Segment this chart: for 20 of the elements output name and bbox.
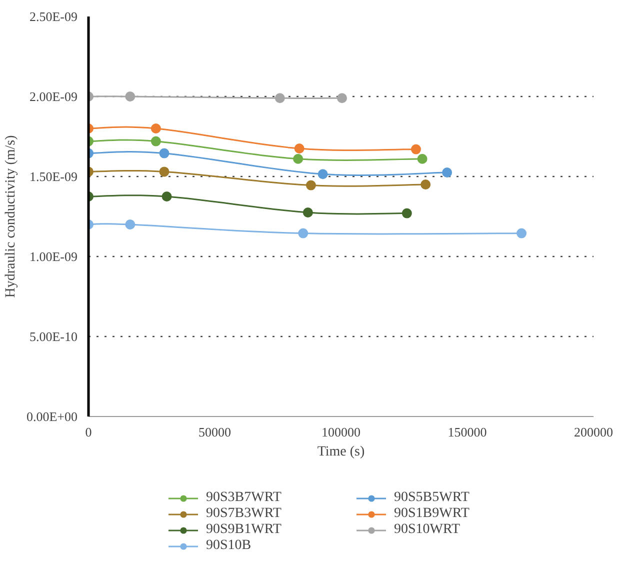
legend-label: 90S7B3WRT <box>206 506 282 522</box>
y-axis-title: Hydraulic conductivity (m/s) <box>3 134 18 298</box>
y-tick-label: 1.50E-09 <box>29 169 78 184</box>
legend-label: 90S10B <box>206 538 252 554</box>
legend-label: 90S9B1WRT <box>206 522 282 538</box>
y-tick-label: 5.00E-10 <box>29 329 78 344</box>
legend-label: 90S10WRT <box>394 522 462 538</box>
x-tick-label: 0 <box>85 424 92 440</box>
y-tick-label: 1.00E-09 <box>29 249 78 264</box>
y-tick-label: 2.50E-09 <box>29 9 78 24</box>
x-tick-label: 50000 <box>198 424 231 440</box>
legend-label: 90S1B9WRT <box>394 506 470 522</box>
legend-label: 90S5B5WRT <box>394 490 470 506</box>
y-tick-label: 0.00E+00 <box>26 409 78 424</box>
x-tick-label: 100000 <box>322 424 360 440</box>
x-axis-title: Time (s) <box>317 444 365 460</box>
x-tick-label: 200000 <box>574 424 613 440</box>
x-tick-label: 150000 <box>448 424 487 440</box>
legend-label: 90S3B7WRT <box>206 490 282 506</box>
y-tick-label: 2.00E-09 <box>29 89 78 104</box>
